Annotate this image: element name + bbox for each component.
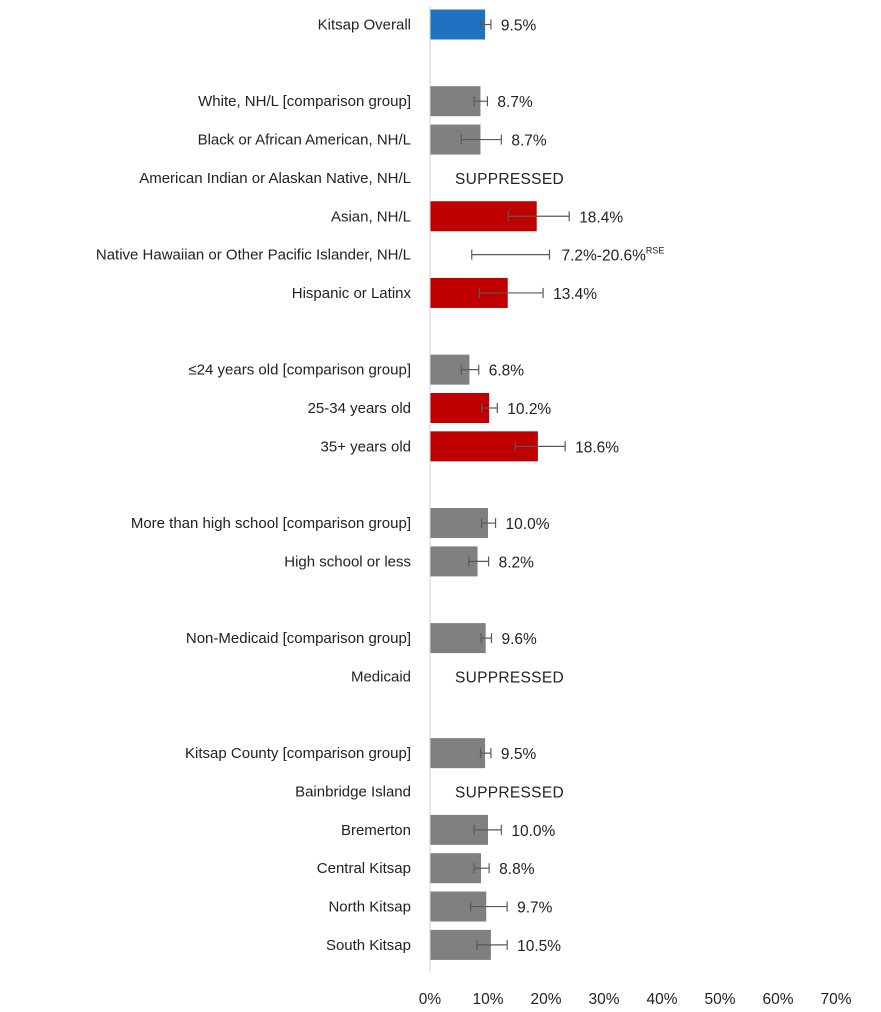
category-label: American Indian or Alaskan Native, NH/L — [139, 170, 411, 187]
value-label: 9.7% — [517, 900, 553, 917]
value-label: 6.8% — [489, 363, 525, 380]
value-label: 13.4% — [553, 286, 597, 303]
error-bars-layer — [460, 19, 570, 950]
value-label: 8.7% — [511, 133, 547, 150]
value-label: 8.2% — [499, 554, 535, 571]
value-label: 18.4% — [579, 209, 623, 226]
category-label: Bremerton — [341, 822, 411, 839]
value-label: 10.0% — [506, 516, 550, 533]
bar — [430, 738, 486, 769]
value-label: 18.6% — [575, 439, 619, 456]
category-label: Bainbridge Island — [295, 784, 411, 801]
value-labels: 9.5% 8.7% 8.7% SUPPRESSED 18.4% 7.2%-20.6%RSE… — [455, 18, 664, 955]
category-label: More than high school [comparison group] — [131, 515, 411, 532]
category-label: White, NH/L [comparison group] — [198, 93, 411, 110]
category-label: Medicaid — [351, 668, 411, 685]
value-label: 8.7% — [497, 94, 533, 111]
value-label: 8.8% — [499, 861, 535, 878]
category-label: Black or African American, NH/L — [198, 132, 411, 149]
x-tick-label: 40% — [646, 991, 677, 1008]
x-tick-label: 30% — [588, 991, 619, 1008]
suppressed-label: SUPPRESSED — [455, 785, 564, 802]
value-label: 10.0% — [511, 823, 555, 840]
category-label: Kitsap Overall — [318, 17, 411, 34]
x-tick-label: 10% — [472, 991, 503, 1008]
bar — [430, 86, 481, 117]
category-label: Asian, NH/L — [331, 208, 411, 225]
x-tick-label: 60% — [762, 991, 793, 1008]
bar — [430, 853, 482, 884]
category-label: Non-Medicaid [comparison group] — [186, 630, 411, 647]
category-label: Hispanic or Latinx — [292, 285, 412, 302]
category-label: 35+ years old — [321, 438, 411, 455]
x-tick-label: 70% — [820, 991, 851, 1008]
category-label: ≤24 years old [comparison group] — [188, 362, 411, 379]
x-axis-ticks: 0% 10% 20% 30% 40% 50% 60% 70% — [419, 991, 852, 1008]
category-label: Native Hawaiian or Other Pacific Islande… — [96, 247, 411, 264]
category-label: Central Kitsap — [317, 860, 411, 877]
value-label: 9.5% — [501, 746, 537, 763]
suppressed-label: SUPPRESSED — [455, 171, 564, 188]
rse-superscript: RSE — [646, 246, 665, 256]
category-label: Kitsap County [comparison group] — [185, 745, 411, 762]
bars-layer — [430, 9, 538, 960]
value-label: 9.5% — [501, 18, 537, 35]
value-label: 9.6% — [501, 631, 537, 648]
x-tick-label: 20% — [530, 991, 561, 1008]
category-label: High school or less — [284, 553, 411, 570]
bar — [430, 9, 486, 40]
x-tick-label: 0% — [419, 991, 442, 1008]
category-label: North Kitsap — [328, 899, 411, 916]
category-labels: Kitsap Overall White, NH/L [comparison gr… — [96, 17, 412, 954]
bar — [430, 623, 486, 654]
bar — [430, 393, 490, 423]
suppressed-label: SUPPRESSED — [455, 669, 564, 686]
category-label: South Kitsap — [326, 937, 411, 954]
value-label: 7.2%-20.6%RSE — [561, 246, 664, 265]
x-tick-label: 50% — [704, 991, 735, 1008]
value-label: 10.2% — [507, 401, 551, 418]
value-label: 10.5% — [517, 938, 561, 955]
bar — [430, 508, 488, 539]
category-label: 25-34 years old — [308, 400, 411, 417]
